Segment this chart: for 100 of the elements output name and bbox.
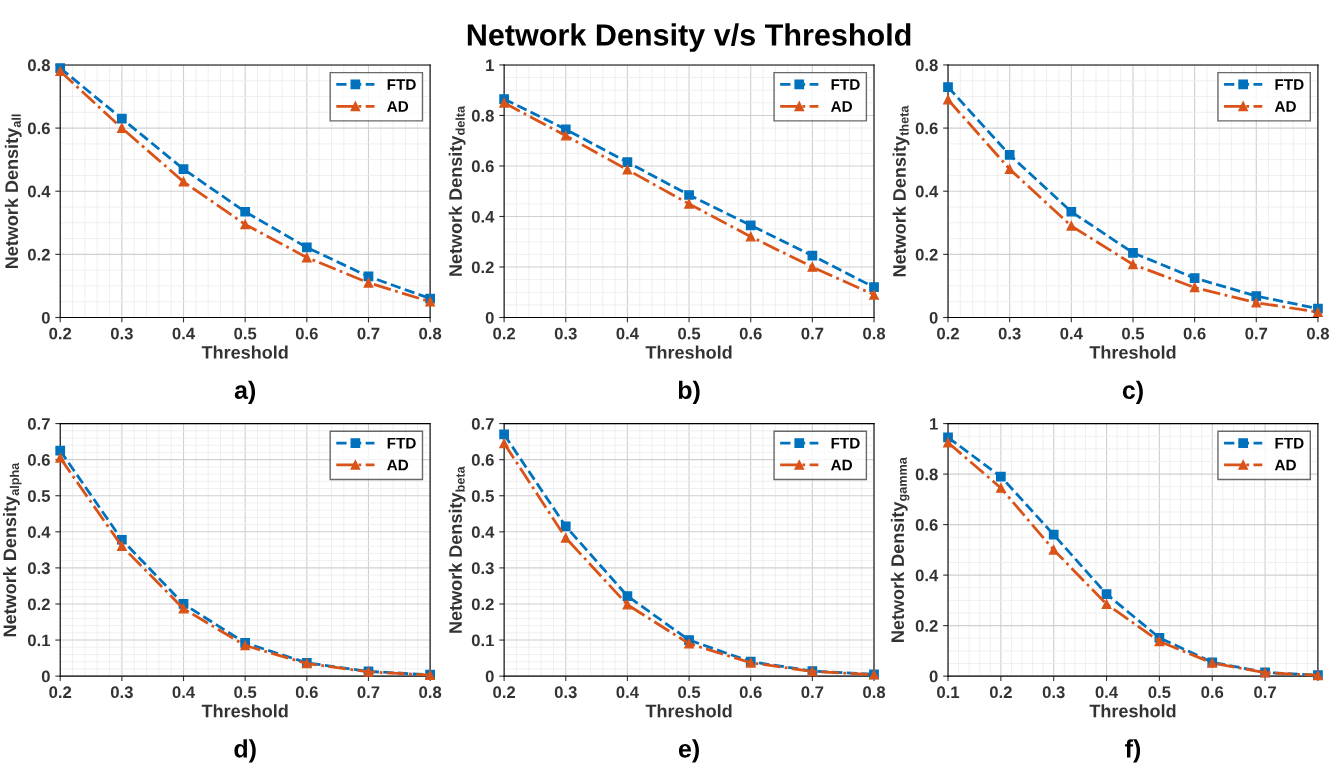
x-tick-label: 0.6 bbox=[1183, 327, 1206, 340]
y-tick-label: 0.3 bbox=[471, 562, 494, 575]
x-axis-title: Threshold bbox=[645, 704, 732, 718]
legend-label: FTD bbox=[831, 79, 860, 90]
y-tick-label: 0.2 bbox=[27, 598, 50, 611]
x-tick-label: 0.7 bbox=[357, 327, 380, 340]
x-tick-label: 0.4 bbox=[1060, 327, 1083, 340]
x-tick-label: 0.5 bbox=[1122, 327, 1145, 340]
x-tick-label: 0.5 bbox=[678, 327, 701, 340]
y-tick-label: 0 bbox=[929, 311, 938, 324]
x-axis-title: Threshold bbox=[645, 345, 732, 359]
x-tick-label: 0.8 bbox=[1307, 327, 1329, 340]
x-tick-label: 0.2 bbox=[493, 327, 516, 340]
x-tick-label: 0.7 bbox=[801, 327, 824, 340]
legend-label: FTD bbox=[831, 437, 860, 449]
y-tick-label: 0.6 bbox=[471, 454, 494, 466]
x-axis-title: Threshold bbox=[1089, 704, 1176, 718]
y-tick-label: 0.1 bbox=[27, 634, 51, 647]
y-tick-label: 0.2 bbox=[915, 248, 938, 261]
x-tick-label: 0.3 bbox=[110, 327, 133, 340]
x-tick-label: 0.2 bbox=[937, 327, 959, 340]
y-tick-label: 0.6 bbox=[27, 454, 50, 466]
x-tick-label: 0.5 bbox=[1148, 686, 1171, 699]
y-tick-label: 0.6 bbox=[915, 122, 938, 135]
y-tick-label: 0.1 bbox=[471, 634, 494, 647]
x-tick-label: 0.8 bbox=[419, 686, 442, 699]
text: a) bbox=[234, 380, 256, 404]
x-axis-title: Threshold bbox=[201, 345, 288, 359]
text: c) bbox=[1122, 380, 1143, 404]
x-tick-label: 0.8 bbox=[863, 686, 886, 699]
legend-label: AD bbox=[387, 459, 409, 471]
y-tick-label: 0 bbox=[929, 670, 938, 683]
x-tick-label: 0.6 bbox=[1201, 686, 1224, 699]
y-axis-title: Network Density$_{delta}$ bbox=[448, 105, 466, 276]
legend-label: AD bbox=[1274, 459, 1296, 471]
x-tick-label: 0.2 bbox=[49, 686, 72, 699]
y-tick-label: 0 bbox=[41, 311, 50, 324]
legend-label: AD bbox=[1274, 101, 1296, 112]
y-tick-label: 0.2 bbox=[471, 598, 494, 611]
legend-label: FTD bbox=[387, 79, 416, 90]
chart-title: Network Density v/s Threshold bbox=[467, 23, 911, 52]
y-axis-title: Network Density$_{gamma}$ bbox=[890, 457, 910, 642]
y-tick-label: 0.4 bbox=[471, 210, 495, 223]
x-tick-label: 0.8 bbox=[863, 327, 886, 340]
x-tick-label: 0.3 bbox=[1042, 686, 1065, 699]
x-tick-label: 0.6 bbox=[295, 327, 318, 340]
text: d) bbox=[234, 739, 256, 763]
y-tick-label: 1 bbox=[486, 59, 494, 71]
y-tick-label: 0.5 bbox=[27, 490, 51, 502]
x-tick-label: 0.7 bbox=[1254, 686, 1276, 699]
y-axis-title: Network Density$_{all}$ bbox=[4, 114, 22, 269]
x-tick-label: 0.5 bbox=[678, 686, 701, 699]
x-tick-label: 0.4 bbox=[172, 686, 196, 699]
y-tick-label: 0.4 bbox=[915, 185, 939, 198]
y-tick-label: 0.7 bbox=[471, 417, 494, 430]
y-tick-label: 0.8 bbox=[471, 109, 494, 122]
x-tick-label: 0.5 bbox=[234, 327, 257, 340]
y-tick-label: 0 bbox=[485, 311, 494, 324]
y-tick-label: 0.8 bbox=[915, 59, 938, 72]
x-tick-label: 0.2 bbox=[493, 686, 516, 699]
x-axis-title: Threshold bbox=[1089, 345, 1176, 359]
legend-label: FTD bbox=[1275, 437, 1304, 449]
y-tick-label: 0.6 bbox=[27, 122, 50, 135]
text: b) bbox=[678, 380, 700, 404]
x-tick-label: 0.3 bbox=[110, 686, 133, 699]
legend-label: AD bbox=[830, 101, 853, 112]
legend-label: FTD bbox=[1275, 79, 1304, 90]
legend-label: FTD bbox=[387, 437, 416, 449]
y-axis-title: Network Density$_{alpha}$ bbox=[2, 462, 22, 637]
x-tick-label: 0.7 bbox=[357, 686, 380, 699]
y-tick-label: 0.4 bbox=[27, 526, 51, 539]
y-tick-label: 0 bbox=[485, 670, 494, 683]
legend-label: AD bbox=[387, 101, 409, 112]
y-tick-label: 0.2 bbox=[471, 261, 494, 274]
y-tick-label: 0.8 bbox=[27, 59, 50, 72]
y-axis-title: Network Density$_{beta}$ bbox=[448, 466, 466, 633]
x-tick-label: 0.3 bbox=[554, 327, 577, 340]
x-axis-title: Threshold bbox=[201, 704, 288, 718]
x-tick-label: 0.4 bbox=[616, 686, 639, 699]
x-tick-label: 0.1 bbox=[937, 686, 960, 699]
y-tick-label: 0.7 bbox=[27, 417, 50, 430]
x-tick-label: 0.3 bbox=[554, 686, 577, 699]
y-tick-label: 0.3 bbox=[27, 562, 50, 575]
x-tick-label: 0.2 bbox=[49, 327, 72, 340]
x-tick-label: 0.7 bbox=[801, 686, 824, 699]
x-tick-label: 0.6 bbox=[295, 686, 318, 699]
x-tick-label: 0.8 bbox=[419, 327, 442, 340]
y-tick-label: 0.2 bbox=[27, 248, 50, 261]
x-tick-label: 0.4 bbox=[1095, 686, 1119, 699]
y-tick-label: 0.6 bbox=[471, 160, 494, 173]
x-tick-label: 0.6 bbox=[739, 327, 762, 340]
x-tick-label: 0.5 bbox=[234, 686, 257, 699]
x-tick-label: 0.2 bbox=[989, 686, 1012, 699]
text: e) bbox=[678, 739, 699, 763]
legend-label: AD bbox=[830, 459, 853, 471]
text: f) bbox=[1125, 739, 1141, 763]
y-tick-label: 0.6 bbox=[915, 519, 938, 531]
y-tick-label: 0.4 bbox=[471, 526, 495, 539]
y-tick-label: 0.8 bbox=[915, 468, 938, 481]
x-tick-label: 0.4 bbox=[616, 327, 639, 340]
